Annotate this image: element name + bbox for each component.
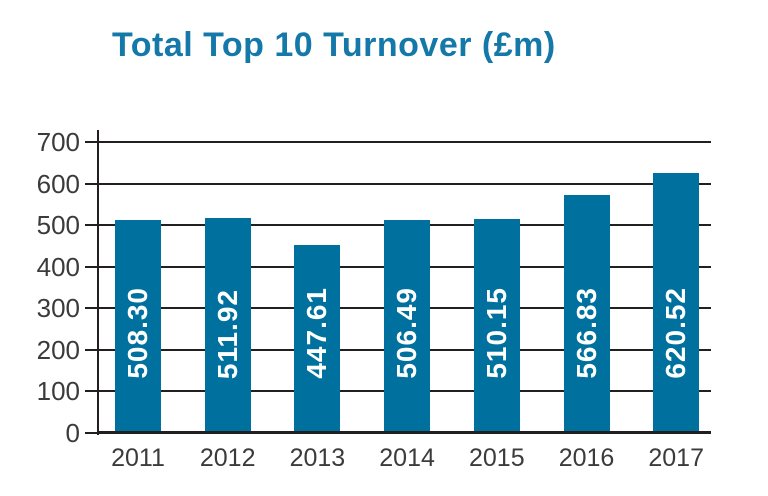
- y-tick-label: 500: [36, 210, 80, 241]
- bar-2013: 447.61: [294, 244, 341, 431]
- bar-value-label: 508.30: [122, 287, 153, 379]
- x-axis-line: [97, 431, 711, 434]
- y-tick-label: 400: [36, 251, 80, 282]
- gridline: [97, 182, 711, 185]
- y-axis-tick: [85, 390, 97, 393]
- bar-2014: 506.49: [384, 220, 431, 431]
- bar-value-label: 506.49: [391, 287, 423, 379]
- bar-2016: 566.83: [563, 195, 610, 431]
- bar-2017: 620.52: [653, 173, 700, 431]
- y-axis-line: [97, 130, 99, 435]
- y-axis-tick: [85, 307, 97, 310]
- x-tick-label: 2016: [558, 444, 615, 472]
- bar-value-label: 566.83: [570, 287, 602, 379]
- x-tick-label: 2014: [379, 444, 435, 472]
- gridline: [97, 141, 711, 143]
- y-tick-label: 0: [65, 418, 80, 448]
- bar-value-label: 511.92: [211, 288, 243, 379]
- bar-value-label: 510.15: [480, 287, 512, 379]
- y-axis-tick: [85, 265, 97, 268]
- y-axis-tick: [85, 432, 97, 434]
- bar-2015: 510.15: [473, 218, 520, 431]
- x-tick-label: 2015: [468, 444, 525, 472]
- y-tick-label: 600: [36, 168, 80, 199]
- bar-2012: 511.92: [204, 218, 251, 431]
- y-axis-tick: [85, 224, 97, 227]
- bar-2011: 508.30: [115, 219, 161, 431]
- y-tick-label: 700: [36, 127, 80, 157]
- chart-title: Total Top 10 Turnover (£m): [112, 26, 556, 64]
- x-tick-label: 2011: [111, 444, 165, 472]
- x-tick-label: 2012: [199, 444, 256, 472]
- y-axis-tick: [85, 141, 97, 143]
- y-axis-tick: [85, 348, 97, 351]
- y-tick-label: 200: [36, 334, 80, 365]
- x-tick-label: 2017: [648, 444, 704, 472]
- x-tick-label: 2013: [289, 444, 346, 472]
- bar-value-label: 447.61: [301, 287, 333, 379]
- plot-area: 508.30 511.92 447.61 506.49 510.15 566.83 620.…: [85, 130, 711, 435]
- y-axis-tick: [85, 182, 97, 185]
- y-tick-label: 300: [36, 293, 80, 324]
- y-tick-label: 100: [36, 376, 80, 407]
- bar-value-label: 620.52: [660, 287, 692, 379]
